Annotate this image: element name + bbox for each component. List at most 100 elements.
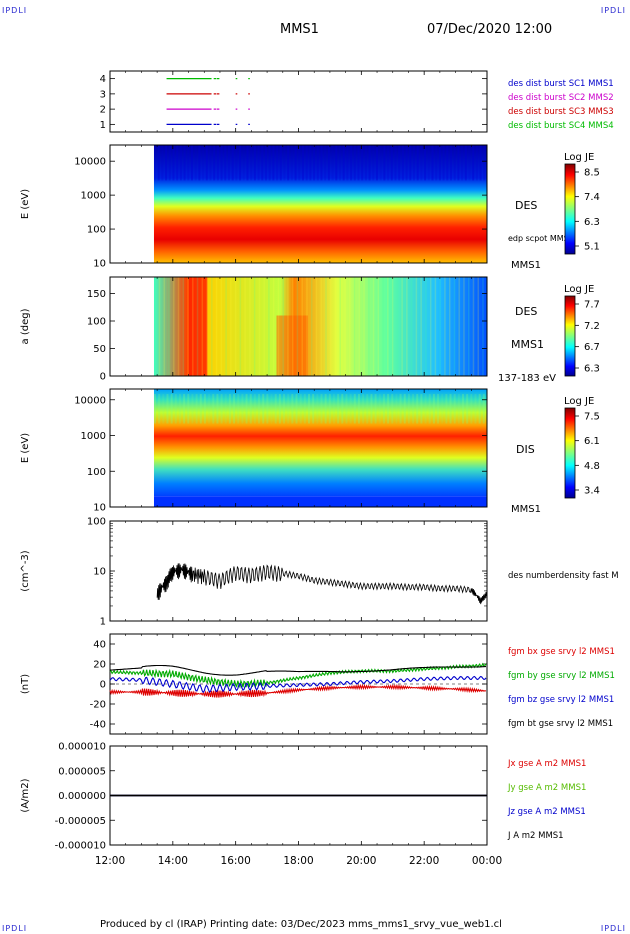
field-ylabel: (nT)	[20, 674, 31, 694]
des-spectrogram-stripe	[246, 145, 249, 181]
des-spectrogram-stripe	[179, 145, 182, 181]
des-spectrogram-stripe	[420, 145, 423, 181]
pitch-spectrogram-stripe	[315, 277, 318, 376]
dis-spectrogram-stripe	[341, 394, 344, 424]
des-spectrogram-stripe	[350, 145, 353, 181]
pitch-spectrogram-stripe	[163, 277, 165, 376]
des-spectrogram-stripe	[431, 145, 434, 181]
des-spectrogram-stripe	[227, 145, 230, 181]
dis-spectrogram-stripe	[320, 394, 323, 424]
dis-spectrogram-stripe	[291, 394, 294, 424]
pitch-spectrogram-stripe	[410, 277, 413, 376]
pitch-spectrogram-stripe	[458, 277, 460, 376]
des-spectrogram-stripe	[205, 145, 208, 181]
des-spectrogram-stripe	[298, 145, 301, 181]
dis-spectrogram-stripe	[208, 394, 211, 424]
des-energy-colorbar-tick-label: 7.4	[584, 192, 600, 203]
pitch-spectrogram-stripe	[239, 277, 242, 376]
pitch-spectrogram-stripe	[230, 277, 232, 376]
des-energy-ytick-label: 10000	[74, 157, 106, 168]
dis-spectrogram-stripe	[178, 394, 181, 424]
des-pitch-ylabel: a (deg)	[20, 308, 31, 344]
des-spectrogram-stripe	[194, 145, 197, 181]
pitch-spectrogram-stripe	[196, 277, 199, 376]
des-pitch-colorbar-title: Log JE	[564, 284, 594, 295]
des-spectrogram-stripe	[435, 145, 438, 181]
current-ytick-label: 0.000000	[58, 791, 106, 802]
availability-legend-entry: des dist burst SC2 MMS2	[508, 93, 614, 103]
pitch-spectrogram-stripe	[344, 277, 346, 376]
dis-energy-colorbar-tick-label: 7.5	[584, 412, 600, 423]
dis-spectrogram-stripe	[370, 394, 373, 424]
dis-spectrogram-stripe	[328, 394, 331, 424]
des-spectrogram-stripe	[342, 145, 345, 181]
pitch-spectrogram-stripe	[272, 277, 275, 376]
des-spectrogram-stripe	[324, 145, 327, 181]
dis-spectrogram	[153, 389, 487, 497]
pitch-spectrogram-stripe	[306, 277, 308, 376]
pitch-spectrogram-stripe	[334, 277, 337, 376]
dis-spectrogram-stripe	[249, 394, 252, 424]
dis-spectrogram-stripe	[220, 394, 223, 424]
dis-spectrogram-stripe	[316, 394, 319, 424]
dis-spectrogram-stripe	[349, 394, 352, 424]
field-line	[109, 664, 486, 676]
dis-spectrogram-stripe	[466, 394, 469, 424]
dis-spectrogram-stripe	[449, 394, 452, 424]
pitch-spectrogram-stripe	[353, 277, 356, 376]
des-spectrogram-stripe	[283, 145, 286, 181]
pitch-spectrogram-stripe	[439, 277, 441, 376]
des-energy-label: DES	[515, 199, 537, 212]
dis-spectrogram-stripe	[216, 394, 219, 424]
des-spectrogram-stripe	[375, 145, 378, 181]
pitch-spectrogram-stripe	[387, 277, 389, 376]
dis-spectrogram-stripe	[453, 394, 456, 424]
pitch-spectrogram-stripe	[301, 277, 303, 376]
des-spectrogram-stripe	[264, 145, 267, 181]
des-spectrogram-stripe	[198, 145, 201, 181]
des-energy-colorbar-tick-label: 8.5	[584, 168, 600, 179]
des-pitch-sublabel: MMS1	[511, 338, 544, 351]
des-spectrogram-stripe	[250, 145, 253, 181]
dis-spectrogram-stripe	[266, 394, 269, 424]
des-spectrogram-stripe	[394, 145, 397, 181]
des-spectrogram-stripe	[220, 145, 223, 181]
pitch-spectrogram-stripe	[320, 277, 322, 376]
dis-spectrogram-stripe	[183, 394, 186, 424]
dis-spectrogram-stripe	[295, 394, 298, 424]
pitch-spectrogram-stripe	[434, 277, 437, 376]
field-legend-entry: fgm bz gse srvy l2 MMS1	[508, 695, 614, 705]
pitch-spectrogram-stripe	[177, 277, 180, 376]
des-spectrogram-stripe	[468, 145, 471, 181]
dis-spectrogram-stripe	[470, 394, 473, 424]
pitch-spectrogram-stripe	[277, 277, 280, 376]
magnetic-field-panel: -40 -20 0 20 40 fgm bx gse srvy l2 MMS1 fgm by…	[20, 633, 615, 735]
dis-spectrogram-stripe	[312, 394, 315, 424]
dis-spectrogram-stripe	[428, 394, 431, 424]
pitch-spectrogram-stripe	[349, 277, 351, 376]
dis-spectrogram-stripe	[378, 394, 381, 424]
des-energy-ytick-label: 10	[93, 259, 106, 270]
des-spectrogram-stripe	[168, 145, 171, 181]
pitch-spectrogram-stripe	[363, 277, 365, 376]
dis-spectrogram-stripe	[195, 394, 198, 424]
des-energy-panel: 10 100 1000 10000 E (eV) DES edp scpot MMS1 MMS…	[20, 144, 600, 271]
pitch-spectrogram-stripe	[192, 277, 194, 376]
des-spectrogram-stripe	[457, 145, 460, 181]
des-spectrogram-stripe	[294, 145, 297, 181]
availability-legend-entry: des dist burst SC1 MMS1	[508, 79, 614, 89]
pitch-spectrogram-stripe	[420, 277, 422, 376]
x-tick-label: 22:00	[409, 855, 439, 867]
current-legend-entry: Jy gse A m2 MMS1	[507, 783, 586, 793]
pitch-spectrogram-stripe	[382, 277, 384, 376]
des-pitch-colorbar-tick-label: 6.7	[584, 342, 600, 353]
pitch-spectrogram-stripe	[263, 277, 265, 376]
pitch-spectrogram-stripe	[358, 277, 361, 376]
spacecraft-title: MMS1	[280, 22, 319, 37]
des-spectrogram-stripe	[183, 145, 186, 181]
availability-panel: 1 2 3 4 des dist burst SC1 MMS1 des dist burs…	[100, 70, 614, 133]
des-spectrogram-stripe	[438, 145, 441, 181]
density-legend: des numberdensity fast M	[508, 571, 619, 581]
dis-spectrogram-stripe	[345, 394, 348, 424]
